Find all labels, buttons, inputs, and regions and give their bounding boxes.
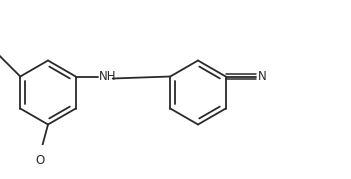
Text: O: O bbox=[35, 154, 45, 168]
Text: N: N bbox=[258, 70, 266, 83]
Text: NH: NH bbox=[99, 70, 116, 83]
